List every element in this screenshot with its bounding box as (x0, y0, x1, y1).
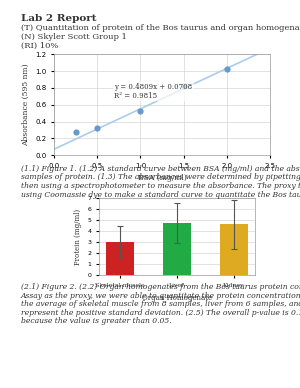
Text: the average of skeletal muscle from 8 samples, liver from 6 samples, and kidney : the average of skeletal muscle from 8 sa… (21, 300, 300, 308)
Text: then using a spectrophotometer to measure the absorbance. The proxy that was use: then using a spectrophotometer to measur… (21, 182, 300, 190)
Bar (163, 223, 191, 275)
X-axis label: Organ Homogenate: Organ Homogenate (142, 294, 212, 302)
Text: samples of protein. (1.3) The absorbances were determined by pipetting different: samples of protein. (1.3) The absorbance… (21, 173, 300, 182)
Text: using Coomassie dye to make a standard curve to quantitate the Bos taurus protei: using Coomassie dye to make a standard c… (21, 191, 300, 199)
Text: (2.1) Figure 2. (2.2) Organ homogenates from the Bos taurus protein concentratio: (2.1) Figure 2. (2.2) Organ homogenates … (21, 283, 300, 291)
Bar (106, 242, 134, 275)
Bar (220, 225, 248, 275)
Text: Lab 2 Report: Lab 2 Report (21, 14, 97, 23)
Point (73, 128, 78, 135)
Text: (N) Skyler Scott Group 1: (N) Skyler Scott Group 1 (21, 33, 127, 41)
Point (95, 125, 100, 132)
Point (181, 83, 186, 89)
Text: represent the positive standard deviation. (2.5) The overall p-value is 0.1 1161: represent the positive standard deviatio… (21, 309, 300, 317)
X-axis label: BSA (mg/ml): BSA (mg/ml) (138, 174, 186, 182)
Text: (1.1) Figure 1. (1.2) A standard curve between BSA (mg/ml) and the absorbance (5: (1.1) Figure 1. (1.2) A standard curve b… (21, 165, 300, 173)
Text: y = 0.4809x + 0.0708
R² = 0.9815: y = 0.4809x + 0.0708 R² = 0.9815 (115, 83, 193, 100)
Text: (RI) 10%: (RI) 10% (21, 42, 58, 50)
Point (138, 108, 143, 114)
Text: because the value is greater than 0.05.: because the value is greater than 0.05. (21, 317, 172, 326)
Y-axis label: Absorbance (595 nm): Absorbance (595 nm) (22, 64, 30, 146)
Text: (T) Quantitation of protein of the Bos taurus and organ homogenates from skeleta: (T) Quantitation of protein of the Bos t… (21, 24, 300, 32)
Text: Assay as the proxy, we were able to quantitate the protein concentrations of Bos: Assay as the proxy, we were able to quan… (21, 292, 300, 300)
Y-axis label: Protein (mg/ml): Protein (mg/ml) (74, 209, 82, 265)
Point (224, 66, 229, 73)
